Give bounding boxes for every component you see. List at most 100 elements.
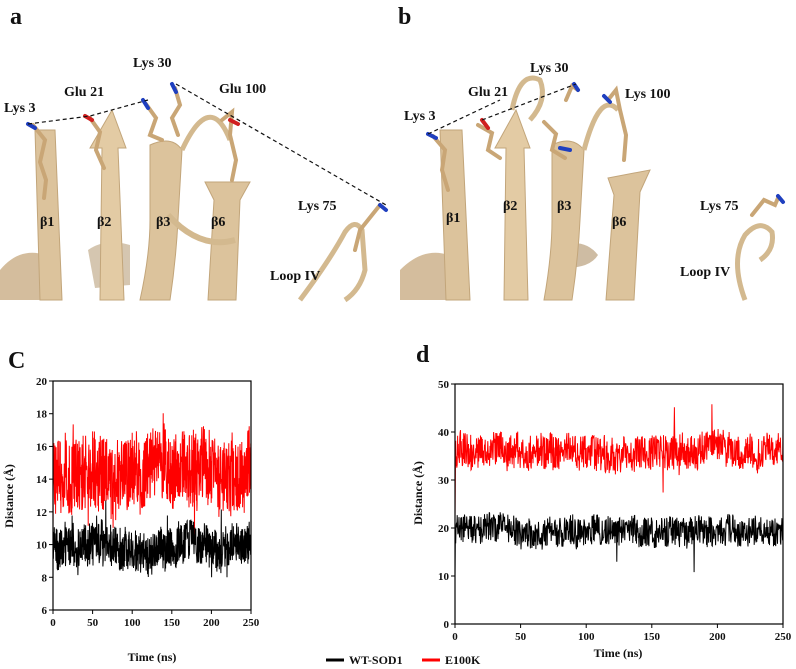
chart-series-group [52,413,252,578]
residue-label: Lys 75 [700,199,739,214]
residue-label: Lys 3 [4,101,36,116]
residue-label: Glu 21 [468,85,508,100]
y-tick-label: 10 [438,571,450,583]
beta-strand-2 [89,108,127,301]
x-tick-label: 0 [50,617,56,629]
panel-letter-d: d [416,342,430,368]
residue-label: Glu 21 [64,85,104,100]
residue-label: Lys 75 [298,199,337,214]
panel-letter-c: C [8,348,25,374]
structure-panel-a: a Lys 3 Glu 21 Lys 30 Glu 100 [0,4,388,303]
y-tick-label: 8 [42,572,48,584]
series-line-e100k [52,413,252,535]
side-chain-glu100 [220,107,239,182]
loop-label: Loop IV [270,269,320,284]
beta-strand-6 [605,169,651,301]
x-tick-label: 50 [515,631,527,643]
loop-iv-coil [297,222,368,303]
x-axis-title: Time (ns) [128,650,177,664]
nitrogen-atom [558,146,572,152]
chart-axes: 0 50 100 150 200 250 6 8 10 12 14 16 18 20 [36,376,260,629]
legend-label-e100k: E100K [445,653,481,667]
residue-label: Lys 30 [133,56,172,71]
y-tick-label: 18 [36,409,48,421]
loop-coil [581,102,620,151]
loop-coil [165,212,236,246]
y-tick-label: 0 [444,619,450,631]
y-tick-label: 40 [438,427,450,439]
distance-chart-d: d 0 50 100 150 200 250 0 10 20 30 40 50 Time (ns) D… [411,342,792,660]
oxygen-atom [480,118,490,130]
loop-iv-coil [735,223,775,301]
distance-line [481,83,577,121]
x-tick-label: 200 [203,617,220,629]
x-axis-title: Time (ns) [594,646,643,660]
x-tick-label: 250 [243,617,260,629]
strand-label: β3 [557,199,571,214]
x-tick-label: 200 [709,631,726,643]
chart-series-group [454,404,784,577]
residue-label: Lys 100 [625,87,671,102]
nitrogen-atom [170,82,178,94]
strand-label: β6 [211,215,225,230]
series-line-wt-sod1 [454,512,784,577]
x-tick-label: 100 [578,631,595,643]
legend-label-wt: WT-SOD1 [349,653,403,667]
side-chain-lys75 [353,203,382,252]
side-chain-lys30 [144,102,164,142]
distance-line [427,99,501,135]
y-tick-label: 14 [36,474,48,486]
distance-chart-c: C 0 50 100 150 200 250 6 8 10 12 14 16 18 20 Time (ns… [2,348,260,664]
y-axis-title: Distance (Å) [2,464,16,528]
side-chain-lys30b [169,86,183,137]
y-axis-title: Distance (Å) [411,461,425,525]
chart-axes: 0 50 100 150 200 250 0 10 20 30 40 50 [438,379,792,643]
loop-label: Loop IV [680,265,730,280]
nitrogen-atom [141,98,150,110]
y-tick-label: 12 [36,507,48,519]
y-tick-label: 16 [36,441,48,453]
side-chain-lys3 [31,123,49,200]
y-tick-label: 50 [438,379,450,391]
x-tick-label: 0 [452,631,458,643]
x-tick-label: 50 [87,617,99,629]
beta-strand-1 [439,129,471,301]
y-tick-label: 30 [438,475,450,487]
beta-strand-2 [494,108,531,301]
panel-letter-a: a [10,4,22,30]
nitrogen-atom [776,194,785,204]
x-tick-label: 100 [124,617,141,629]
strand-label: β1 [446,211,460,226]
plot-frame [454,383,784,625]
x-tick-label: 250 [775,631,792,643]
strand-label: β2 [503,199,517,214]
nitrogen-atom [26,122,37,130]
strand-label: β3 [156,215,170,230]
strand-label: β1 [40,215,54,230]
y-tick-label: 20 [438,523,450,535]
y-tick-label: 20 [36,376,48,388]
nitrogen-atom [602,94,612,104]
x-tick-label: 150 [164,617,181,629]
y-tick-label: 10 [36,540,48,552]
panel-letter-b: b [398,4,411,30]
side-chain-glu21 [88,116,106,170]
side-chain-lys75 [750,196,780,217]
residue-label: Lys 30 [530,61,569,76]
oxygen-atom [228,118,240,126]
side-chain-lys100 [606,85,629,162]
structure-panel-b: b Lys 3 Glu 21 Lys 30 Lys 100 Lys 75 β1 … [398,4,785,301]
beta-strand-3 [543,140,585,301]
strand-label: β2 [97,215,111,230]
series-line-e100k [454,404,784,519]
residue-label: Lys 3 [404,109,436,124]
side-chain-lys3 [431,134,450,192]
residue-label: Glu 100 [219,82,266,97]
series-line-wt-sod1 [52,500,252,578]
beta-strand-3 [139,140,183,301]
chart-legend: WT-SOD1 E100K [326,653,481,667]
distance-line [175,83,387,206]
loop-coil [179,115,233,152]
x-tick-label: 150 [644,631,661,643]
